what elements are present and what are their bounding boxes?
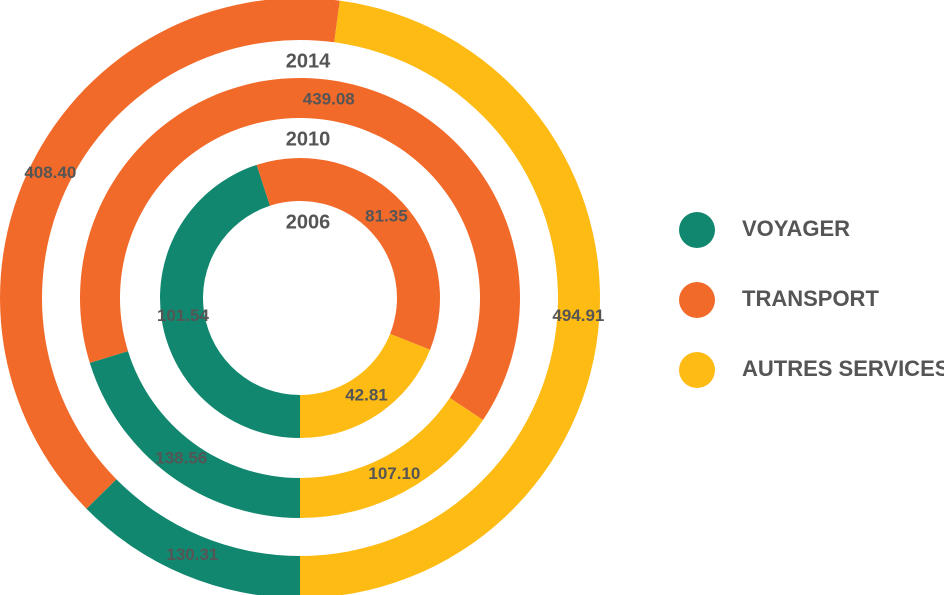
- donut-segment: [300, 333, 431, 438]
- value-label: 138.56: [155, 448, 207, 467]
- donut-segment: [89, 351, 300, 518]
- value-label: 408.40: [24, 163, 76, 182]
- legend-swatch: [679, 212, 715, 248]
- value-label: 130.31: [166, 545, 218, 564]
- value-label: 42.81: [345, 386, 388, 405]
- ring-year-label: 2010: [286, 128, 331, 150]
- value-label: 81.35: [365, 206, 408, 225]
- legend-label: VOYAGER: [742, 216, 850, 241]
- donut-segment: [80, 78, 520, 421]
- donut-segment: [0, 0, 340, 509]
- value-label: 107.10: [368, 464, 420, 483]
- value-label: 101.54: [157, 306, 210, 325]
- value-label: 494.91: [552, 306, 604, 325]
- legend-label: TRANSPORT: [742, 286, 879, 311]
- ring-year-label: 2014: [286, 50, 331, 72]
- value-label: 439.08: [303, 90, 355, 109]
- legend-label: AUTRES SERVICES: [742, 356, 944, 381]
- legend-swatch: [679, 282, 715, 318]
- donut-segment: [300, 397, 484, 518]
- legend-swatch: [679, 352, 715, 388]
- donut-segment: [256, 158, 440, 350]
- donut-segment: [300, 0, 600, 595]
- donut-segment: [159, 164, 300, 439]
- ring-year-label: 2006: [286, 211, 331, 233]
- donut-segment: [86, 479, 300, 595]
